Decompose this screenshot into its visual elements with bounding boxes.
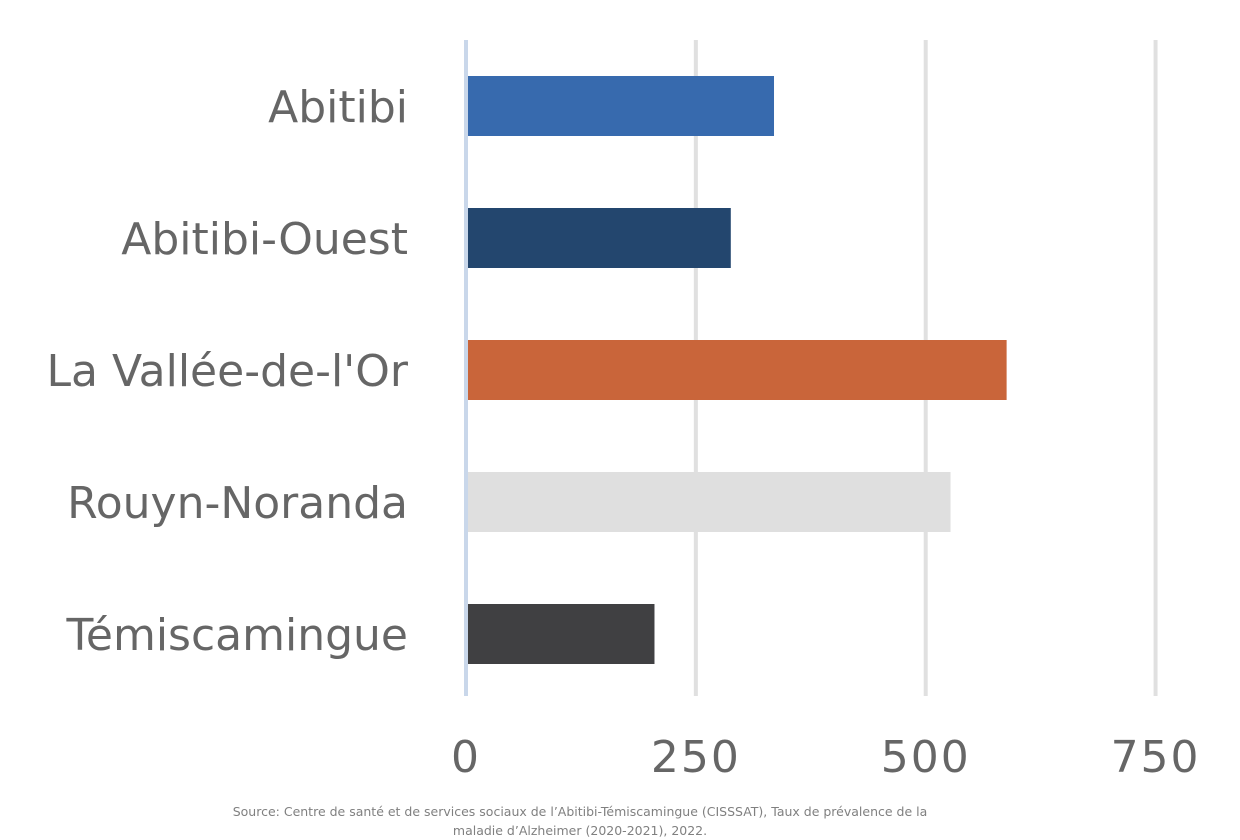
- category-label: Abitibi-Ouest: [121, 214, 408, 265]
- x-tick-label: 500: [881, 732, 971, 783]
- x-tick-label: 750: [1111, 732, 1201, 783]
- category-label: Rouyn-Noranda: [67, 478, 408, 529]
- bar: [468, 340, 1007, 400]
- category-labels: Abitibi Abitibi-Ouest La Vallée-de-l'Or Rou…: [47, 82, 409, 661]
- bar: [468, 604, 655, 664]
- x-tick-label: 0: [451, 732, 481, 783]
- bar: [468, 208, 731, 268]
- source-note: Source: Centre de santé et de services s…: [232, 804, 928, 838]
- bar-chart: Abitibi Abitibi-Ouest La Vallée-de-l'Or Rou…: [47, 40, 1201, 783]
- bar: [468, 76, 775, 136]
- x-tick-labels: 0 250 500 750: [451, 732, 1201, 783]
- category-label: Abitibi: [268, 82, 408, 133]
- x-tick-label: 250: [651, 732, 741, 783]
- bars: [468, 76, 1007, 664]
- bar: [468, 472, 951, 532]
- category-label: Témiscamingue: [66, 610, 409, 661]
- category-label: La Vallée-de-l'Or: [47, 346, 409, 397]
